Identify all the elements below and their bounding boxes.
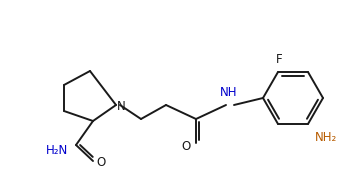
Text: NH: NH <box>220 86 238 100</box>
Text: O: O <box>181 140 191 152</box>
Text: F: F <box>276 52 282 65</box>
Text: O: O <box>96 156 106 168</box>
Text: H₂N: H₂N <box>46 145 68 157</box>
Text: NH₂: NH₂ <box>315 131 337 145</box>
Text: N: N <box>117 101 125 113</box>
